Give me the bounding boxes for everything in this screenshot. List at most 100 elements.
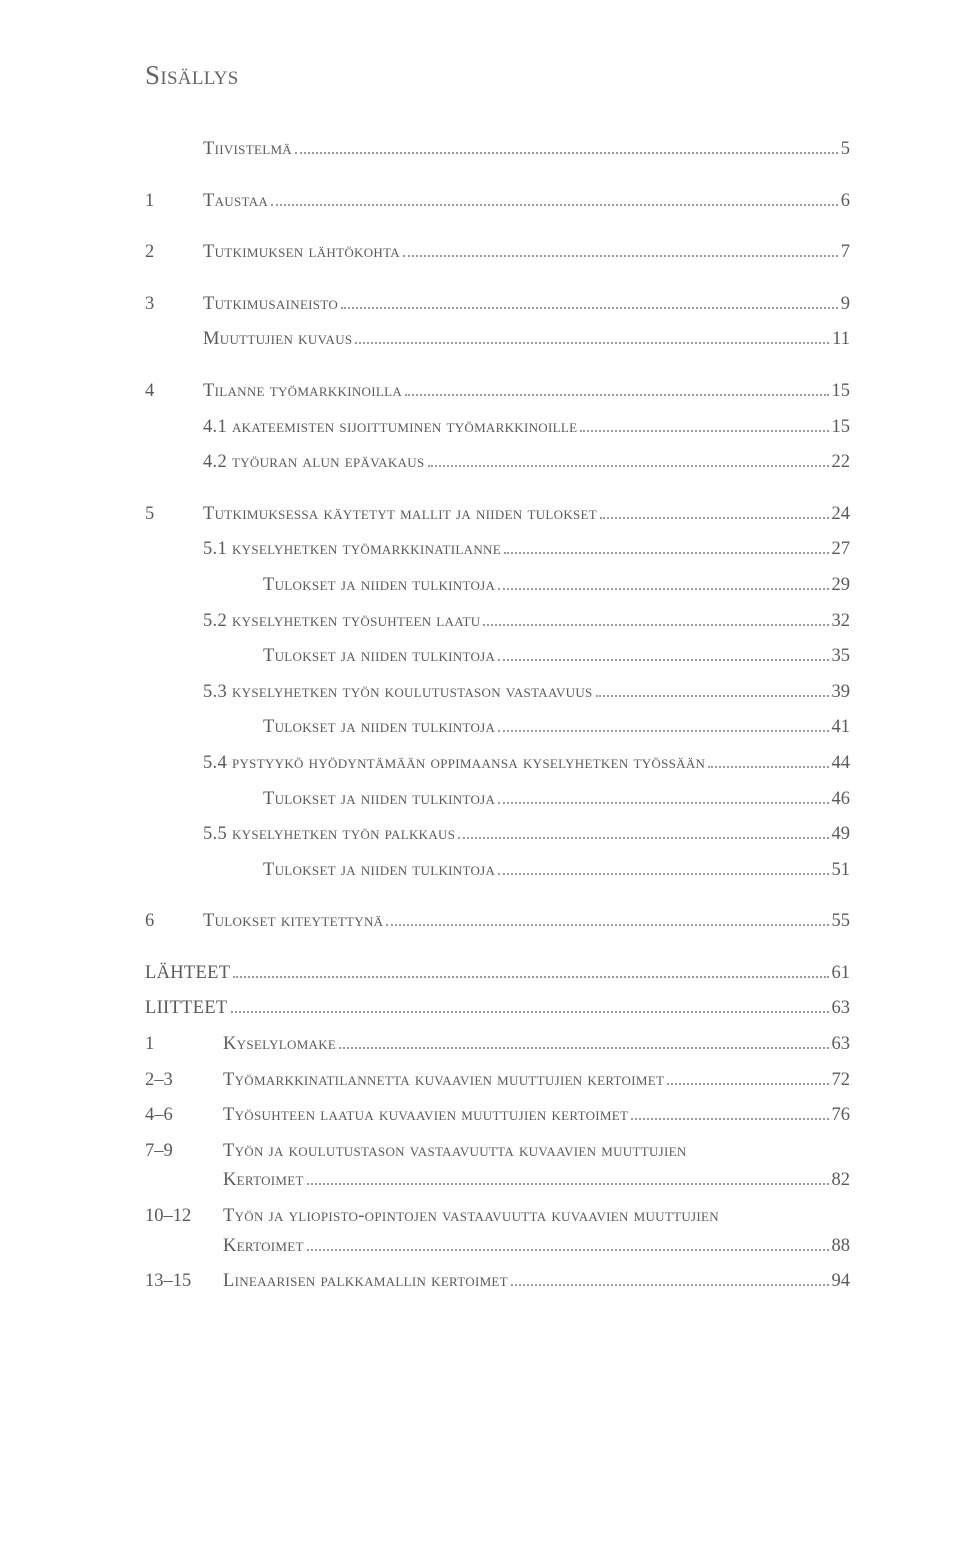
- toc-label-col: 5.4 Pystyykö hyödyntämään oppimaansa kys…: [203, 749, 850, 779]
- toc-label-col: Kyselylomake63: [223, 1030, 850, 1060]
- toc-page: 41: [832, 713, 851, 743]
- toc-label: Työmarkkinatilannetta kuvaavien muuttuji…: [223, 1066, 664, 1096]
- toc-label: 4.2 Työuran alun epävakaus: [203, 448, 425, 478]
- toc-row: Tulokset ja niiden tulkintoja 46: [145, 785, 850, 815]
- toc-label-col: Tiivistelmä 5: [203, 135, 850, 165]
- toc-number: 4–6: [145, 1101, 223, 1131]
- toc-leader: [233, 963, 828, 978]
- toc-number: 10–12: [145, 1202, 223, 1232]
- toc-label: 5.5 Kyselyhetken työn palkkaus: [203, 820, 455, 850]
- toc-page: 72: [832, 1066, 851, 1096]
- toc-label-col: Lineaarisen palkkamallin kertoimet94: [223, 1267, 850, 1297]
- toc-leader: [307, 1236, 829, 1251]
- toc-row: 5.3 Kyselyhetken työn koulutustason vast…: [145, 678, 850, 708]
- toc-label: 4.1 Akateemisten sijoittuminen työmarkki…: [203, 413, 577, 443]
- toc-row: 5.4 Pystyykö hyödyntämään oppimaansa kys…: [145, 749, 850, 779]
- toc-leader: [600, 504, 828, 519]
- toc-row: LÄHTEET 61: [145, 959, 850, 989]
- toc-label-col: LIITTEET 63: [145, 994, 850, 1024]
- toc-leader: [339, 1034, 828, 1049]
- toc-label-col: 5.1 Kyselyhetken työmarkkinatilanne27: [203, 535, 850, 565]
- toc-number: 2–3: [145, 1066, 223, 1096]
- toc-row-wrapped: 10–12Työn ja yliopisto-opintojen vastaav…: [145, 1202, 850, 1261]
- toc-row: 5.5 Kyselyhetken työn palkkaus49: [145, 820, 850, 850]
- toc-page: 24: [832, 500, 851, 530]
- toc-label-col: Tilanne työmarkkinoilla15: [203, 377, 850, 407]
- toc-row: 5.1 Kyselyhetken työmarkkinatilanne27: [145, 535, 850, 565]
- toc-leader: [596, 682, 829, 697]
- toc-page: 39: [832, 678, 851, 708]
- toc-label: Kyselylomake: [223, 1030, 336, 1060]
- toc-label: Työn ja koulutustason vastaavuutta kuvaa…: [223, 1137, 687, 1167]
- toc-page: Sisällys Tiivistelmä51Taustaa62Tutkimuks…: [0, 0, 960, 1555]
- toc-row: LIITTEET 63: [145, 994, 850, 1024]
- toc-page: 7: [841, 238, 850, 268]
- toc-label-cont: kertoimet: [223, 1232, 304, 1262]
- toc-label: Lineaarisen palkkamallin kertoimet: [223, 1267, 508, 1297]
- toc-page: 15: [832, 377, 851, 407]
- toc-row: Tulokset ja niiden tulkintoja 35: [145, 642, 850, 672]
- toc-label-col: Tulokset kiteytettynä55: [203, 907, 850, 937]
- toc-label: Muuttujien kuvaus: [203, 325, 352, 355]
- toc-label: LÄHTEET: [145, 959, 230, 989]
- toc-row: 1Taustaa6: [145, 187, 850, 217]
- toc-leader: [504, 540, 829, 555]
- toc-number: 7–9: [145, 1137, 223, 1167]
- toc-leader: [307, 1171, 829, 1186]
- toc-page: 63: [832, 994, 851, 1024]
- toc-leader: [498, 646, 828, 661]
- toc-leader: [341, 294, 838, 309]
- toc-label: 5.2 Kyselyhetken työsuhteen laatu: [203, 607, 480, 637]
- toc-label-col: 5.5 Kyselyhetken työn palkkaus49: [203, 820, 850, 850]
- toc-page: 82: [832, 1166, 851, 1196]
- toc-label: 5.3 Kyselyhetken työn koulutustason vast…: [203, 678, 593, 708]
- toc-leader: [511, 1271, 829, 1286]
- toc-label: Työn ja yliopisto-opintojen vastaavuutta…: [223, 1202, 719, 1232]
- toc-label-col: Tulokset ja niiden tulkintoja 46: [263, 785, 850, 815]
- toc-page: 88: [832, 1232, 851, 1262]
- toc-page: 29: [832, 571, 851, 601]
- toc-label: Tulokset ja niiden tulkintoja: [263, 785, 495, 815]
- toc-leader: [667, 1070, 828, 1085]
- toc-label: LIITTEET: [145, 994, 228, 1024]
- toc-row: 13–15Lineaarisen palkkamallin kertoimet9…: [145, 1267, 850, 1297]
- toc-leader: [458, 824, 828, 839]
- toc-number: 2: [145, 238, 203, 268]
- toc-label-col: Tulokset ja niiden tulkintoja29: [263, 571, 850, 601]
- toc-row: Tulokset ja niiden tulkintoja 41: [145, 713, 850, 743]
- toc-label: Tulokset ja niiden tulkintoja: [263, 642, 495, 672]
- toc-row: 5Tutkimuksessa käytetyt mallit ja niiden…: [145, 500, 850, 530]
- toc-leader: [498, 718, 828, 733]
- toc-row: 2–3Työmarkkinatilannetta kuvaavien muutt…: [145, 1066, 850, 1096]
- toc-row: 4.2 Työuran alun epävakaus22: [145, 448, 850, 478]
- toc-label-col: 4.1 Akateemisten sijoittuminen työmarkki…: [203, 413, 850, 443]
- toc-label-col: Työsuhteen laatua kuvaavien muuttujien k…: [223, 1101, 850, 1131]
- toc-row: Tulokset ja niiden tulkintoja29: [145, 571, 850, 601]
- toc-number: 5: [145, 500, 203, 530]
- toc-row: 6Tulokset kiteytettynä55: [145, 907, 850, 937]
- toc-label: Tutkimusaineisto: [203, 290, 338, 320]
- toc-leader: [498, 575, 828, 590]
- toc-page: 5: [841, 135, 850, 165]
- toc-label-col: 4.2 Työuran alun epävakaus22: [203, 448, 850, 478]
- toc-page: 61: [832, 959, 851, 989]
- toc-label: Tulokset kiteytettynä: [203, 907, 383, 937]
- toc-label-col: 5.2 Kyselyhetken työsuhteen laatu32: [203, 607, 850, 637]
- toc-leader: [386, 911, 828, 926]
- toc-page: 46: [832, 785, 851, 815]
- toc-label-col: Tutkimusaineisto 9: [203, 290, 850, 320]
- toc-number: 1: [145, 1030, 223, 1060]
- toc-number: 1: [145, 187, 203, 217]
- toc-page: 9: [841, 290, 850, 320]
- toc-page: 35: [832, 642, 851, 672]
- toc-row: 1Kyselylomake63: [145, 1030, 850, 1060]
- toc-label-col: Taustaa6: [203, 187, 850, 217]
- toc-label: Tulokset ja niiden tulkintoja: [263, 713, 495, 743]
- toc-label-col: Työmarkkinatilannetta kuvaavien muuttuji…: [223, 1066, 850, 1096]
- toc-label: Tiivistelmä: [203, 135, 292, 165]
- toc-page: 27: [832, 535, 851, 565]
- toc-label-cont: kertoimet: [223, 1166, 304, 1196]
- toc-label-col: Tutkimuksen lähtökohta7: [203, 238, 850, 268]
- toc-page: 15: [832, 413, 851, 443]
- toc-leader: [498, 789, 828, 804]
